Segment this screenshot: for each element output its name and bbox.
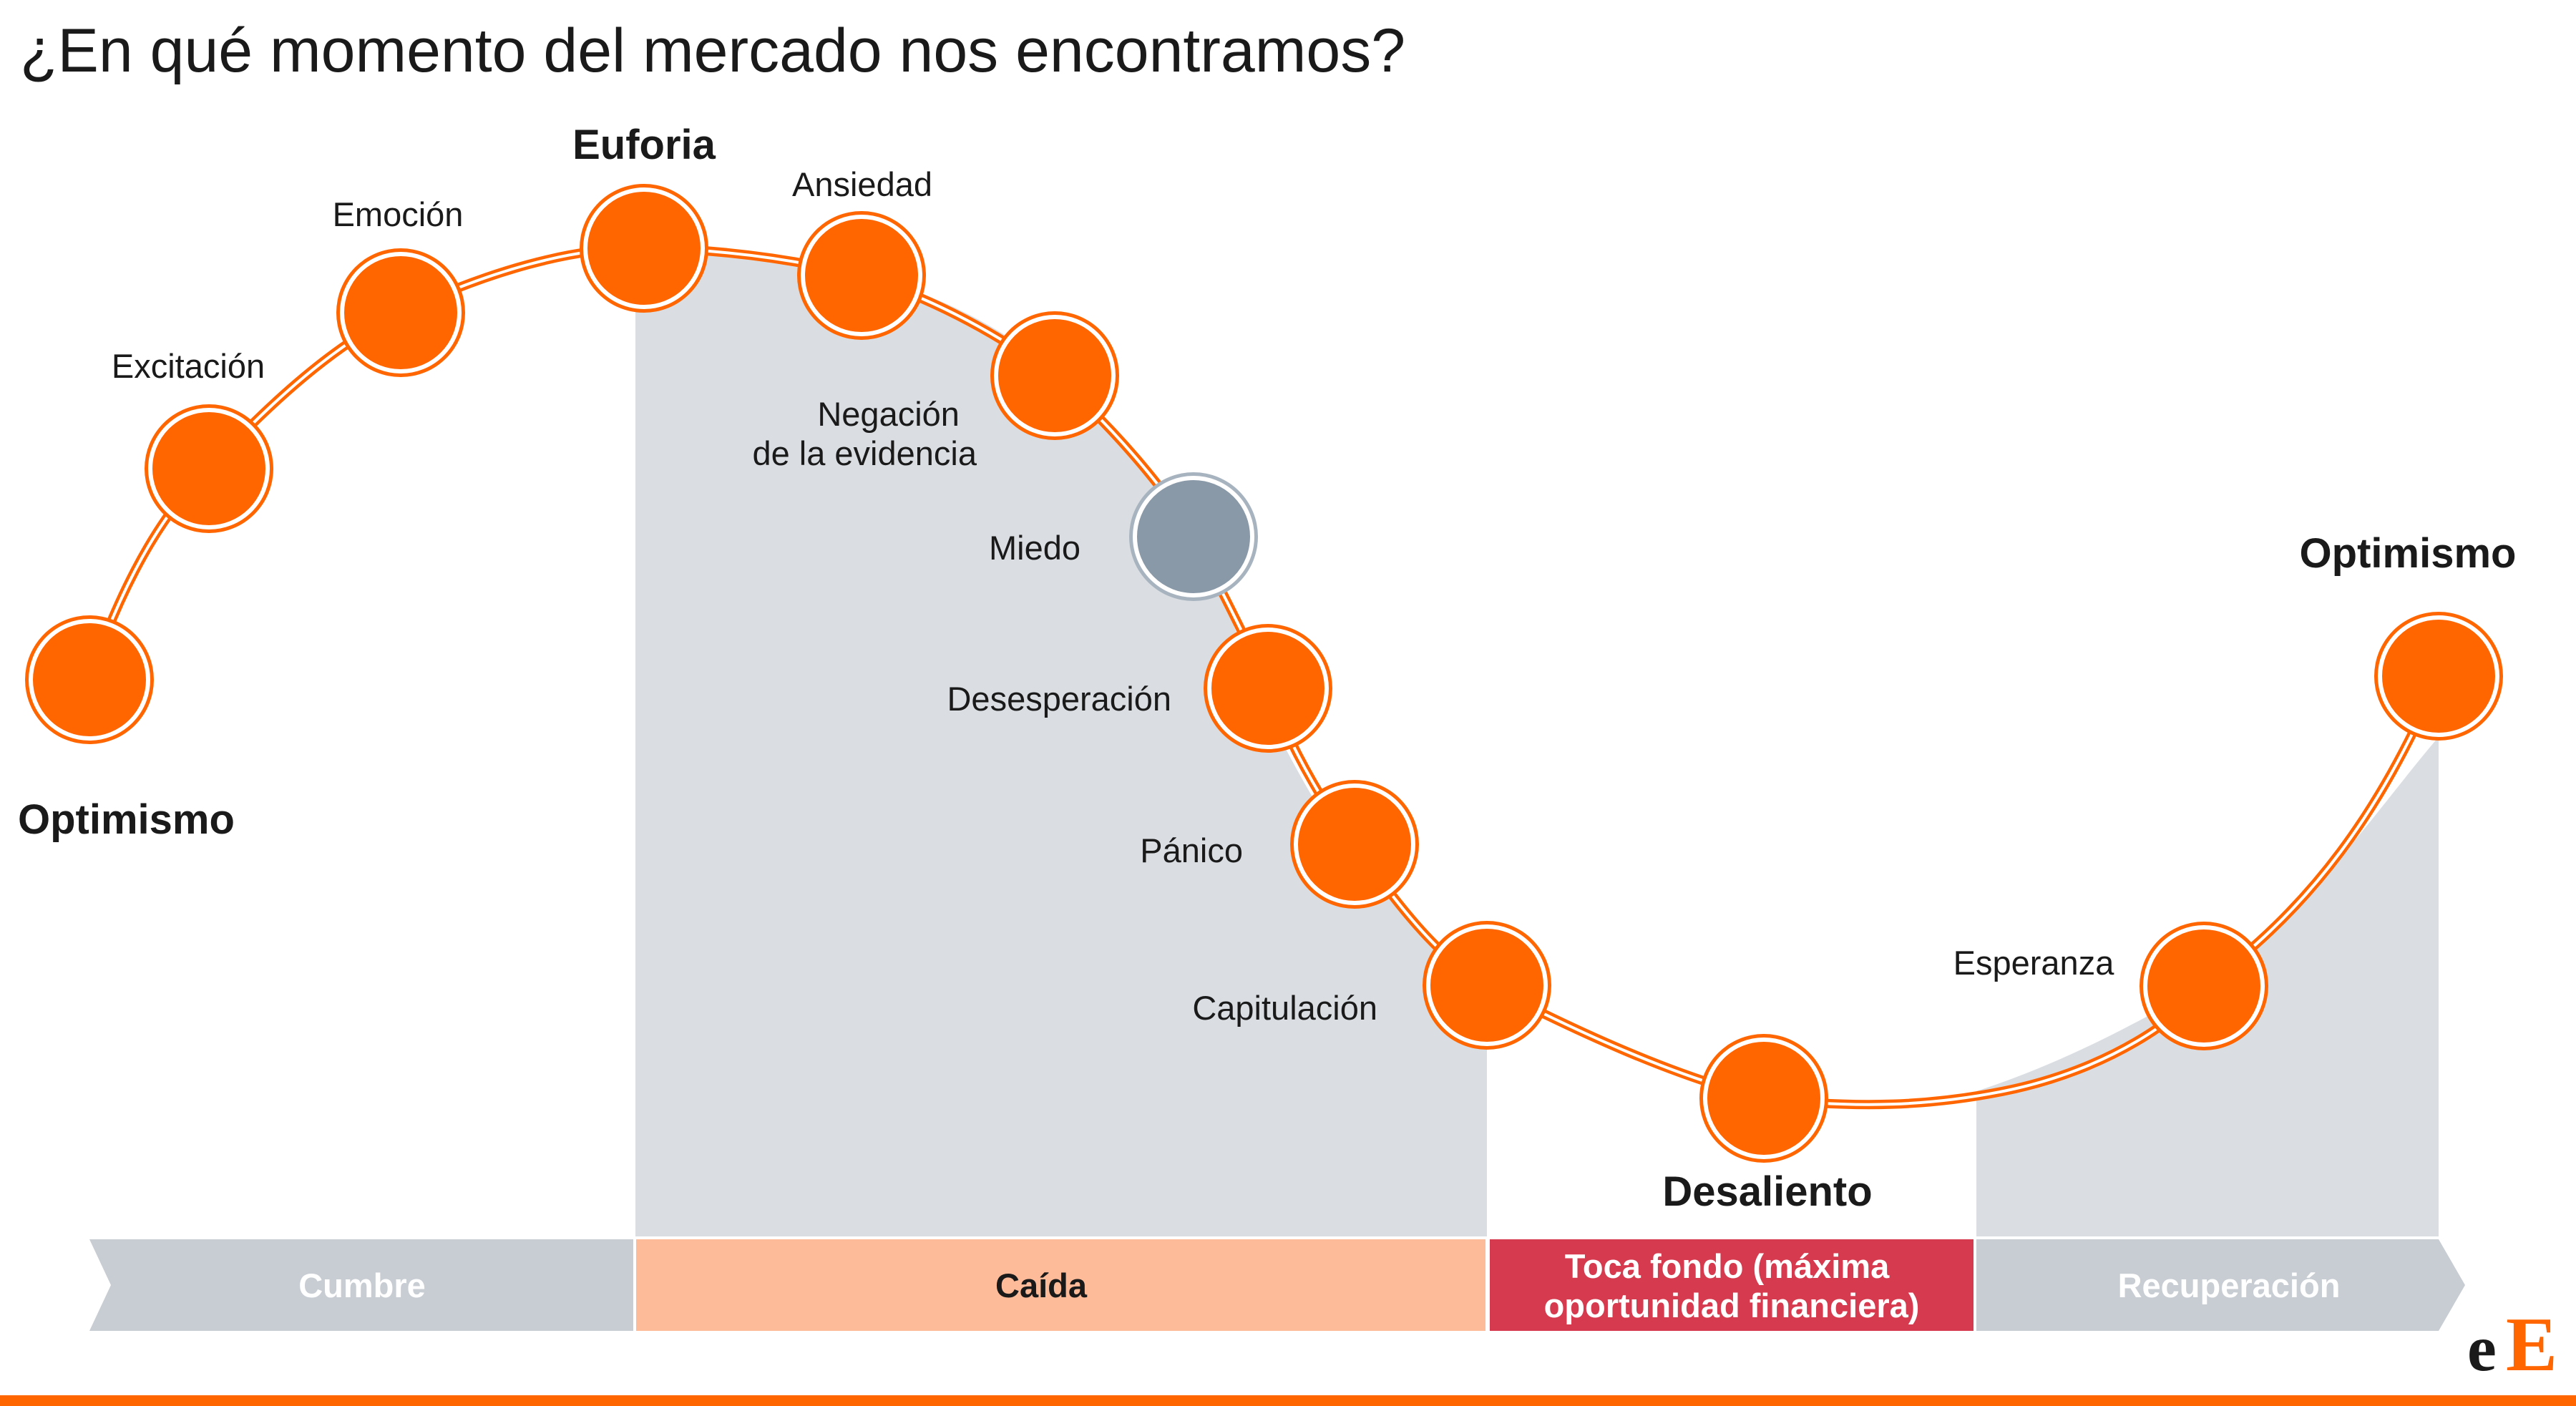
- page-title: ¿En qué momento del mercado nos encontra…: [20, 16, 1405, 85]
- shade-caida-region: [635, 247, 1487, 1236]
- phase-recuperacion: [1976, 1239, 2465, 1331]
- footer-accent-line: [0, 1395, 2576, 1406]
- stage-label-miedo: Miedo: [989, 529, 1080, 567]
- stage-node-esperanza: [2143, 925, 2265, 1047]
- stage-node-desesperacion: [1207, 628, 1329, 749]
- logo-letter-upper: E: [2506, 1302, 2557, 1387]
- stage-node-panico: [1294, 783, 1415, 905]
- publisher-logo: e E: [2467, 1302, 2557, 1387]
- stage-node-negacion: [994, 315, 1116, 436]
- stage-label-euforia: Euforia: [572, 122, 716, 168]
- stage-label-emocion: Emoción: [333, 195, 464, 233]
- phase-caida: [636, 1239, 1485, 1331]
- stage-node-desaliento: [1703, 1038, 1825, 1159]
- phase-label-toca-fondo: Toca fondo (máxima oportunidad financier…: [1544, 1247, 1920, 1324]
- phase-cumbre: [89, 1239, 633, 1331]
- stage-label-esperanza: Esperanza: [1953, 944, 2115, 982]
- stage-node-excitacion: [148, 408, 270, 529]
- stage-label-desaliento: Desaliento: [1662, 1168, 1872, 1215]
- stage-label-ansiedad: Ansiedad: [792, 165, 932, 203]
- stage-label-desesperacion: Desesperación: [947, 680, 1171, 718]
- stage-label-negacion: Negación de la evidencia: [752, 395, 977, 472]
- stage-node-euforia: [583, 187, 705, 309]
- phase-label-cumbre: Cumbre: [298, 1266, 426, 1304]
- stage-node-miedo-current: [1133, 476, 1254, 597]
- stage-node-optimismo-start: [29, 619, 150, 741]
- phase-toca-fondo: [1490, 1239, 1974, 1331]
- phase-label-caida: Caída: [995, 1266, 1088, 1304]
- phase-label-recuperacion: Recuperación: [2118, 1266, 2341, 1304]
- stage-node-capitulacion: [1426, 924, 1548, 1046]
- stage-label-optimismo-start: Optimismo: [18, 796, 235, 843]
- logo-letter-lower: e: [2467, 1312, 2497, 1385]
- stage-nodes: [25, 184, 2503, 1163]
- stage-labels: Optimismo Excitación Emoción Euforia Ans…: [18, 122, 2516, 1215]
- stage-label-capitulacion: Capitulación: [1192, 989, 1377, 1027]
- stage-node-optimismo-end: [2378, 615, 2499, 737]
- stage-label-optimismo-end: Optimismo: [2300, 530, 2517, 577]
- stage-node-emocion: [340, 252, 462, 374]
- phase-bar: Cumbre Caída Toca fondo (máxima oportuni…: [89, 1239, 2465, 1331]
- stage-label-excitacion: Excitación: [112, 347, 265, 385]
- stage-label-panico: Pánico: [1140, 831, 1243, 869]
- stage-node-ansiedad: [801, 215, 922, 336]
